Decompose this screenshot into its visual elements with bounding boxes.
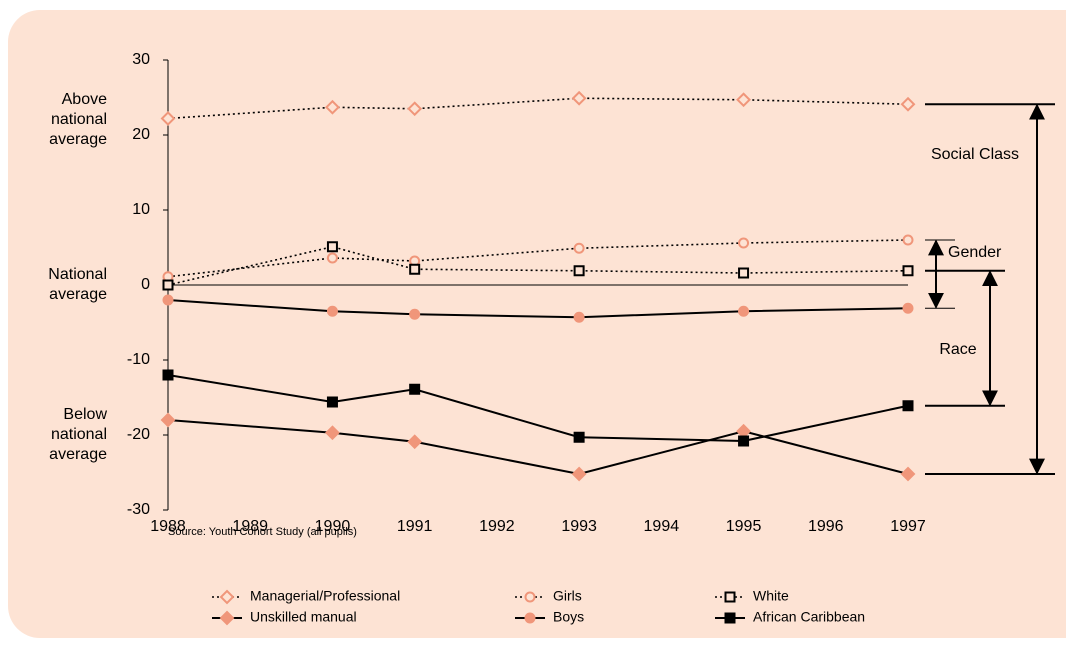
y-tick-label: 0 — [141, 276, 150, 293]
legend-label: Girls — [553, 588, 582, 604]
point — [326, 252, 338, 264]
source: Source: Youth Cohort Study (all pupils) — [168, 526, 357, 538]
point — [902, 265, 914, 277]
point — [407, 434, 423, 450]
point — [162, 294, 174, 306]
point — [900, 466, 916, 482]
bracket-label: Race — [939, 341, 976, 358]
x-tick-label: 1993 — [561, 518, 597, 535]
point — [407, 101, 423, 117]
axis-annotation: average — [49, 446, 107, 463]
legend-marker — [524, 591, 536, 603]
series-line — [167, 419, 909, 476]
point — [900, 96, 916, 112]
x-tick-label: 1989 — [232, 518, 268, 535]
panel — [8, 10, 1066, 638]
y-tick-label: -30 — [127, 501, 150, 518]
axis-annotation: average — [49, 131, 107, 148]
point — [573, 265, 585, 277]
legend-label: White — [753, 588, 789, 604]
point — [573, 431, 585, 443]
point — [326, 241, 338, 253]
legend-label: Boys — [553, 609, 584, 625]
y-tick-label: 30 — [132, 51, 150, 68]
x-tick-label: 1997 — [890, 518, 926, 535]
point — [902, 302, 914, 314]
series-line — [167, 374, 909, 443]
point — [571, 90, 587, 106]
point — [573, 311, 585, 323]
bracket-label: Gender — [948, 244, 1002, 261]
series-line — [167, 299, 909, 319]
point — [738, 237, 750, 249]
point — [326, 305, 338, 317]
point — [162, 279, 174, 291]
legend-label: African Caribbean — [753, 609, 865, 625]
point — [902, 234, 914, 246]
point — [738, 267, 750, 279]
axis-annotation: National — [48, 266, 107, 283]
point — [325, 99, 340, 115]
point — [902, 400, 914, 412]
point — [160, 412, 176, 428]
x-tick-label: 1991 — [397, 518, 433, 535]
x-tick-label: 1994 — [644, 518, 680, 535]
axis-annotation: Above — [62, 91, 107, 108]
point — [162, 369, 174, 381]
point — [325, 425, 340, 441]
y-tick-label: 10 — [132, 201, 150, 218]
legend-marker — [524, 612, 536, 624]
legend-label: Managerial/Professional — [250, 588, 400, 604]
point — [736, 92, 751, 108]
point — [409, 383, 421, 395]
point — [160, 111, 176, 126]
y-tick-label: -10 — [127, 351, 150, 368]
x-tick-label: 1995 — [726, 518, 762, 535]
point — [409, 308, 421, 320]
point — [326, 396, 338, 408]
axis-annotation: national — [51, 426, 107, 443]
legend-marker — [724, 612, 736, 624]
legend-marker — [219, 610, 235, 626]
y-tick-label: -20 — [127, 426, 150, 443]
point — [738, 305, 750, 317]
legend-marker — [219, 589, 235, 605]
point — [409, 263, 421, 275]
y-tick-label: 20 — [132, 126, 150, 143]
axis-annotation: national — [51, 111, 107, 128]
bracket-label: Social Class — [931, 146, 1019, 163]
x-tick-label: 1992 — [479, 518, 515, 535]
point — [573, 242, 585, 254]
series-line — [167, 239, 909, 278]
legend-label: Unskilled manual — [250, 609, 357, 625]
axis-annotation: Below — [63, 406, 107, 423]
point — [738, 435, 750, 447]
legend-marker — [724, 591, 736, 603]
point — [571, 466, 587, 482]
series-line — [167, 245, 909, 286]
x-tick-label: 1988 — [150, 518, 186, 535]
x-tick-label: 1990 — [315, 518, 351, 535]
x-tick-label: 1996 — [808, 518, 844, 535]
axis-annotation: average — [49, 286, 107, 303]
